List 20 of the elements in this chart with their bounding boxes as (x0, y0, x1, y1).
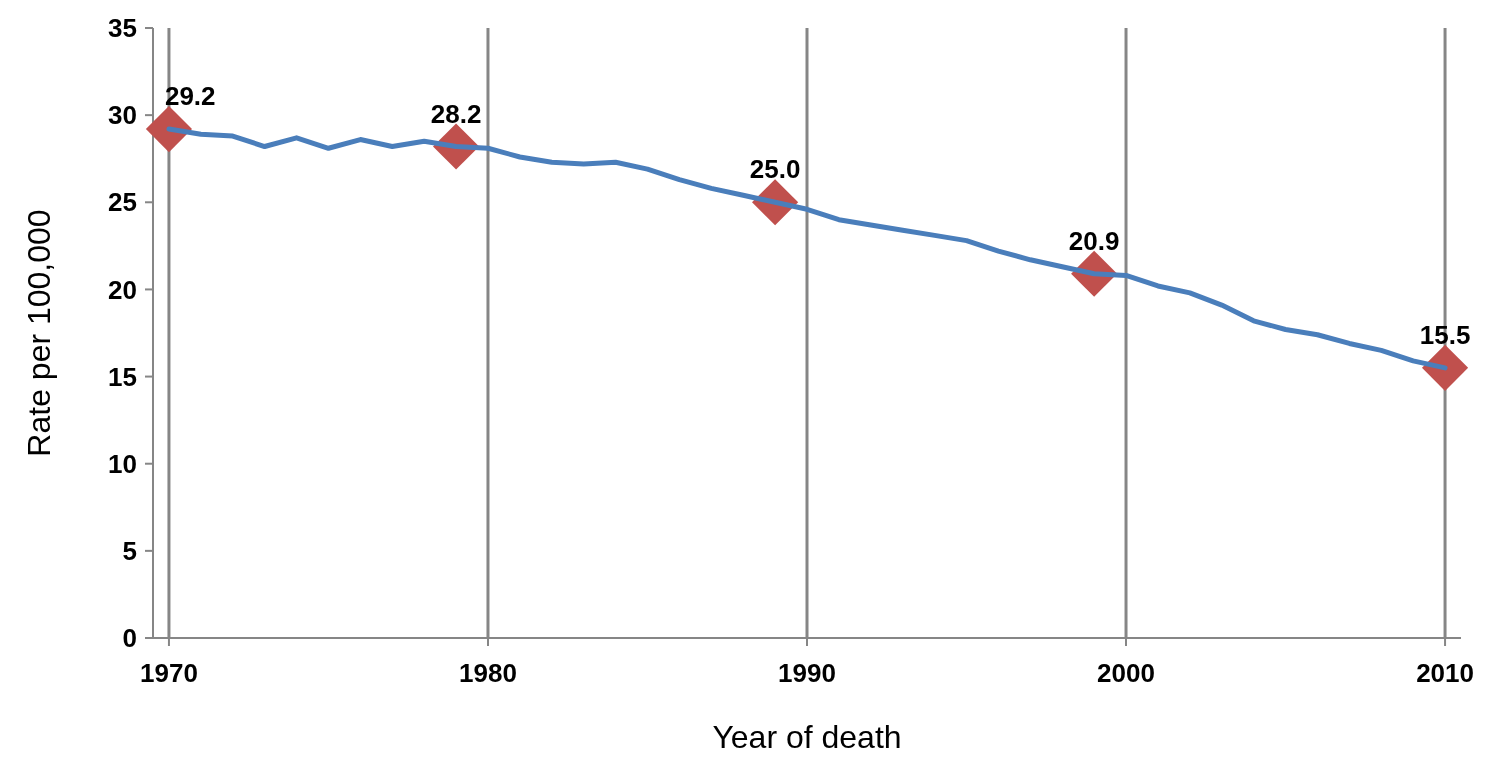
x-tick-label: 2010 (1416, 658, 1474, 688)
x-tick-label: 1970 (140, 658, 198, 688)
y-tick-label: 30 (108, 100, 137, 131)
y-axis-title: Rate per 100,000 (21, 209, 57, 457)
y-tick-label: 5 (122, 535, 137, 566)
data-label: 20.9 (1068, 225, 1120, 256)
data-label: 25.0 (749, 154, 801, 185)
data-label: 15.5 (1419, 319, 1471, 350)
x-tick-label: 1990 (778, 658, 836, 688)
x-tick-label: 2000 (1097, 658, 1155, 688)
y-tick-label: 20 (108, 274, 137, 305)
y-tick-label: 35 (108, 13, 137, 44)
y-tick-label: 10 (108, 448, 137, 479)
x-tick-label: 1980 (459, 658, 517, 688)
data-label: 29.2 (164, 81, 216, 112)
y-tick-label: 0 (122, 623, 137, 654)
data-label: 28.2 (430, 98, 482, 129)
y-tick-label: 15 (108, 361, 137, 392)
y-tick-label: 25 (108, 187, 137, 218)
x-axis-title: Year of death (712, 719, 902, 755)
